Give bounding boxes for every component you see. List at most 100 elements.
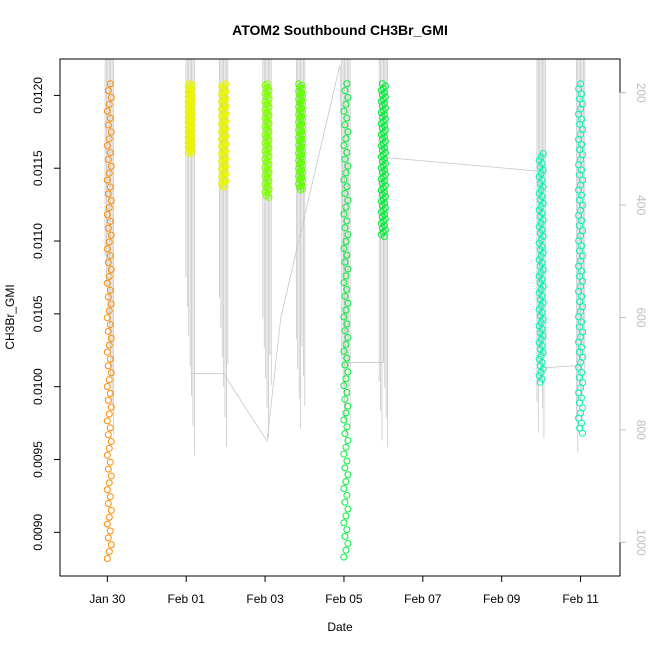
- data-point: [220, 141, 228, 149]
- data-point: [297, 140, 305, 148]
- data-point: [262, 118, 270, 126]
- data-point: [220, 164, 228, 172]
- data-point: [343, 251, 351, 259]
- data-point: [578, 242, 586, 250]
- data-point: [263, 154, 271, 162]
- data-point: [340, 107, 348, 115]
- data-point: [378, 146, 386, 154]
- data-point: [103, 417, 111, 425]
- data-point: [103, 176, 111, 184]
- data-point: [297, 132, 305, 140]
- data-point: [377, 97, 385, 105]
- y2-tick-label: 800: [634, 420, 648, 440]
- data-point: [578, 419, 586, 427]
- data-point: [378, 102, 386, 110]
- data-point: [579, 151, 587, 159]
- data-point: [106, 286, 114, 294]
- data-point: [107, 266, 115, 274]
- data-point: [106, 527, 114, 535]
- data-point: [105, 341, 113, 349]
- data-point: [107, 231, 115, 239]
- data-point: [262, 175, 270, 183]
- data-point: [263, 129, 271, 137]
- data-point: [344, 196, 352, 204]
- data-point: [379, 151, 387, 159]
- data-point: [220, 104, 228, 112]
- data-point: [263, 104, 271, 112]
- data-point: [219, 108, 227, 116]
- data-point: [297, 178, 305, 186]
- data-point: [104, 259, 112, 267]
- data-point: [106, 424, 114, 432]
- data-point: [342, 100, 350, 108]
- data-point: [220, 149, 228, 157]
- data-point: [377, 175, 385, 183]
- data-point: [107, 162, 115, 170]
- data-point: [104, 121, 112, 129]
- data-point: [219, 93, 227, 101]
- data-point: [220, 126, 228, 134]
- data-point: [263, 80, 271, 88]
- data-point: [103, 555, 111, 563]
- data-point: [344, 93, 352, 101]
- data-point: [344, 471, 352, 479]
- data-point: [296, 144, 304, 152]
- data-point: [377, 197, 385, 205]
- x-tick-label: Jan 30: [89, 592, 125, 606]
- data-point: [107, 506, 115, 514]
- data-point: [578, 343, 586, 351]
- data-point: [344, 128, 352, 136]
- data-point: [378, 179, 386, 187]
- data-point: [341, 361, 349, 369]
- data-point: [296, 168, 304, 176]
- data-point: [297, 186, 305, 194]
- data-point: [340, 141, 348, 149]
- data-point: [107, 128, 115, 136]
- data-point: [104, 87, 112, 95]
- x-axis: Jan 30 Feb 01 Feb 03 Feb 05 Feb 07 Feb 09 Feb …: [89, 575, 599, 606]
- data-point: [340, 450, 348, 458]
- data-point: [340, 279, 348, 287]
- data-point: [377, 109, 385, 117]
- data-point: [107, 94, 115, 102]
- data-point: [105, 272, 113, 280]
- data-point: [297, 101, 305, 109]
- data-point: [219, 161, 227, 169]
- data-point: [103, 520, 111, 528]
- data-point: [578, 90, 586, 98]
- y-axis: 0.0090 0.0095 0.0100 0.0105 0.0110 0.0115 0.01…: [31, 77, 60, 551]
- data-point: [379, 173, 387, 181]
- data-point: [219, 138, 227, 146]
- data-point: [340, 484, 348, 492]
- data-point: [220, 89, 228, 97]
- data-point: [219, 176, 227, 184]
- data-point: [343, 148, 351, 156]
- data-point: [340, 519, 348, 527]
- data-point: [579, 404, 587, 412]
- data-point: [343, 286, 351, 294]
- data-point: [220, 119, 228, 127]
- data-point: [344, 539, 352, 547]
- data-point: [342, 340, 350, 348]
- data-point: [342, 546, 350, 554]
- data-point: [106, 458, 114, 466]
- data-point: [104, 224, 112, 232]
- data-point: [579, 176, 587, 184]
- data-point: [262, 151, 270, 159]
- data-point: [579, 227, 587, 235]
- data-point: [220, 111, 228, 119]
- data-point: [343, 320, 351, 328]
- data-point: [262, 101, 270, 109]
- data-point: [219, 131, 227, 139]
- y-tick-label: 0.0100: [31, 368, 45, 405]
- data-point: [295, 80, 303, 88]
- x-tick-label: Feb 03: [246, 592, 284, 606]
- data-point: [379, 129, 387, 137]
- data-point: [342, 409, 350, 417]
- data-point: [106, 149, 114, 157]
- data-point: [262, 93, 270, 101]
- data-point: [104, 396, 112, 404]
- data-point: [105, 135, 113, 143]
- data-point: [578, 318, 586, 326]
- x-tick-label: Feb 05: [325, 592, 363, 606]
